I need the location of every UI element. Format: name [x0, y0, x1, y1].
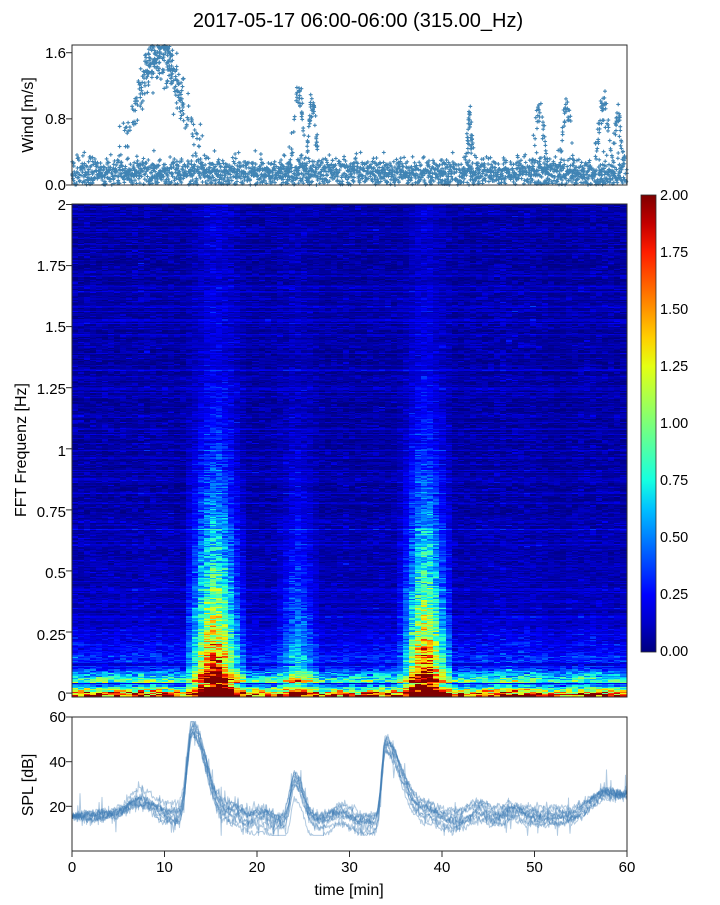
svg-text:20: 20 — [249, 859, 266, 876]
svg-text:1.75: 1.75 — [37, 258, 66, 275]
svg-text:0.00: 0.00 — [660, 644, 688, 660]
svg-text:1.75: 1.75 — [660, 245, 688, 261]
svg-text:1.50: 1.50 — [660, 302, 688, 318]
svg-text:1.5: 1.5 — [45, 319, 66, 336]
svg-text:60: 60 — [619, 859, 636, 876]
svg-text:0.75: 0.75 — [37, 504, 66, 521]
svg-text:1: 1 — [58, 443, 66, 460]
svg-text:50: 50 — [526, 859, 543, 876]
svg-text:2.00: 2.00 — [660, 188, 688, 204]
svg-text:FFT Frequenz [Hz]: FFT Frequenz [Hz] — [13, 383, 30, 517]
svg-text:2: 2 — [58, 197, 66, 214]
svg-text:0.25: 0.25 — [37, 627, 66, 644]
svg-text:0: 0 — [68, 859, 76, 876]
svg-text:0.75: 0.75 — [660, 473, 688, 489]
svg-text:40: 40 — [49, 754, 66, 771]
svg-text:0.5: 0.5 — [45, 565, 66, 582]
svg-text:1.00: 1.00 — [660, 416, 688, 432]
svg-text:0.50: 0.50 — [660, 530, 688, 546]
svg-text:20: 20 — [49, 799, 66, 816]
svg-text:0.25: 0.25 — [660, 587, 688, 603]
svg-text:10: 10 — [156, 859, 173, 876]
svg-text:0: 0 — [58, 688, 66, 705]
svg-text:time [min]: time [min] — [314, 882, 383, 899]
svg-text:1.25: 1.25 — [37, 381, 66, 398]
svg-text:30: 30 — [341, 859, 358, 876]
svg-text:1.25: 1.25 — [660, 359, 688, 375]
svg-text:60: 60 — [49, 709, 66, 726]
svg-text:40: 40 — [434, 859, 451, 876]
svg-text:SPL [dB]: SPL [dB] — [20, 754, 37, 817]
